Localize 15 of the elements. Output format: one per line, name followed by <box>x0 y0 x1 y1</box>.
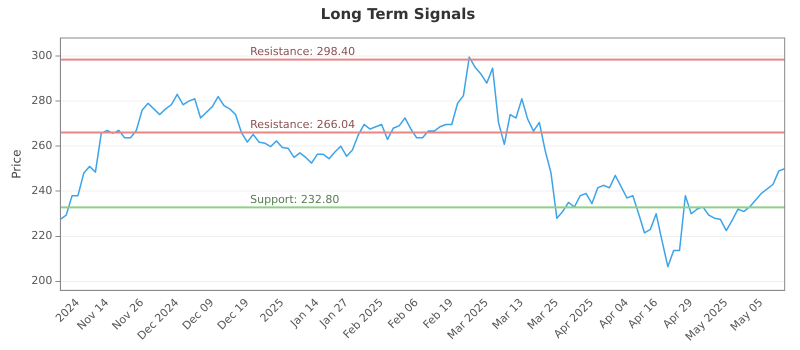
ref-line-label: Resistance: 266.04 <box>250 118 356 131</box>
y-tick-label: 240 <box>31 184 52 198</box>
y-tick-label: 220 <box>31 229 52 242</box>
y-tick-label: 260 <box>31 138 52 152</box>
chart-title: Long Term Signals <box>320 4 476 23</box>
y-axis-title: Price <box>9 150 24 179</box>
x-tick-label: Mar 13 <box>490 296 526 332</box>
ref-line-label: Support: 232.80 <box>250 192 340 206</box>
y-tick-label: 280 <box>31 94 52 107</box>
x-tick-label: Feb 06 <box>385 296 421 332</box>
y-tick-label: 200 <box>31 274 52 288</box>
ref-line-label: Resistance: 298.40 <box>250 44 356 58</box>
x-tick-label: Dec 19 <box>214 296 252 333</box>
x-tick-label: Dec 09 <box>180 296 216 333</box>
y-tick-label: 300 <box>31 48 52 62</box>
